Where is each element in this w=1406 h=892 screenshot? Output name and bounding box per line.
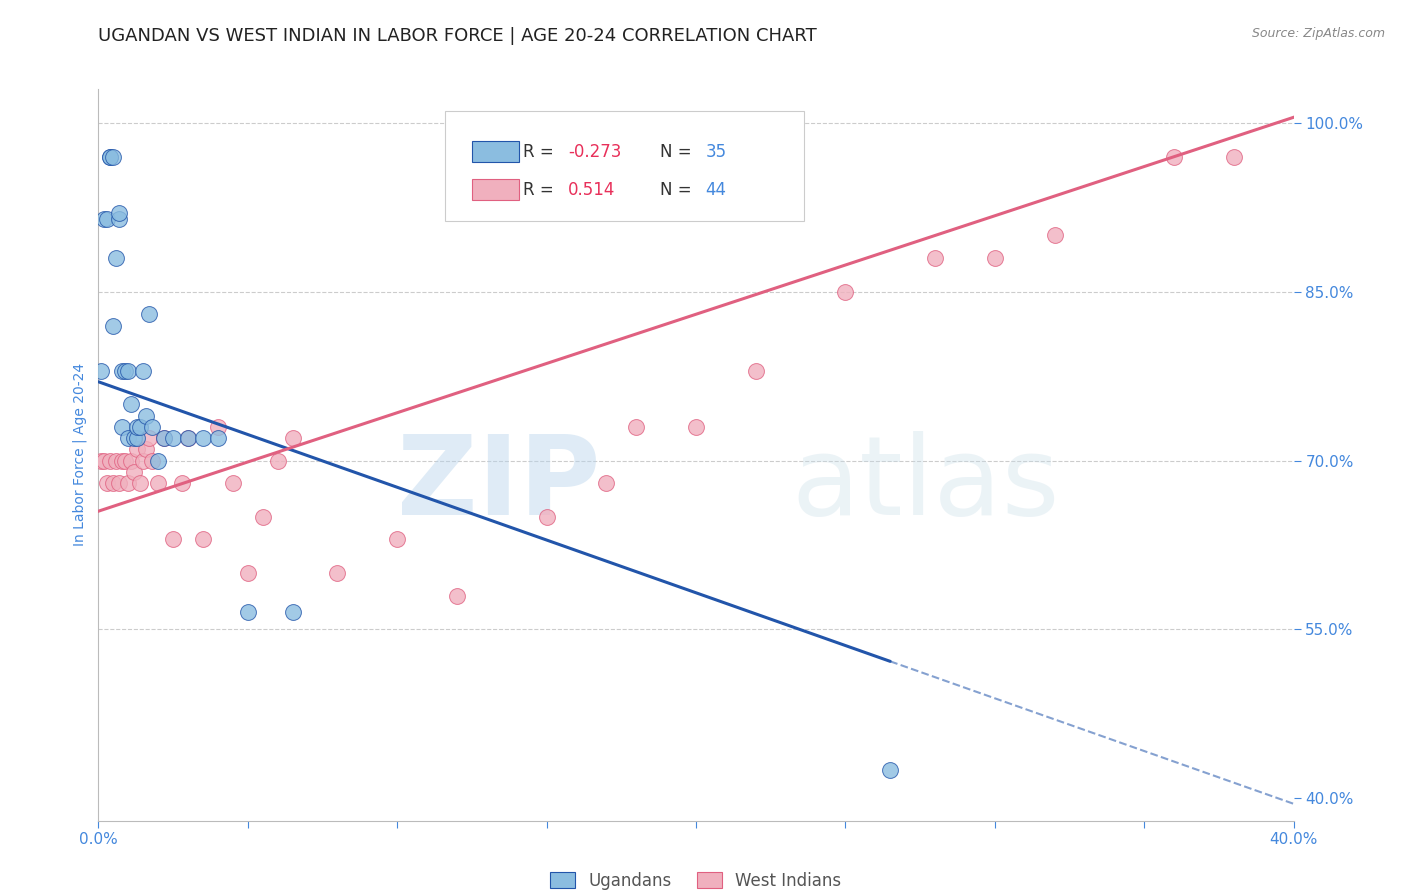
Point	[141, 453, 163, 467]
Point	[105, 453, 128, 467]
Point	[103, 150, 125, 164]
Point	[148, 476, 170, 491]
Point	[252, 509, 274, 524]
Point	[550, 150, 572, 164]
Point	[236, 566, 259, 580]
Point	[96, 211, 118, 226]
Point	[141, 419, 163, 434]
Text: 35: 35	[706, 143, 727, 161]
Legend: Ugandans, West Indians: Ugandans, West Indians	[544, 865, 848, 892]
Point	[120, 397, 142, 411]
Point	[111, 363, 134, 377]
Point	[207, 419, 229, 434]
Point	[90, 363, 112, 377]
Point	[879, 763, 901, 777]
Point	[129, 476, 152, 491]
Point	[114, 363, 136, 377]
Point	[446, 589, 468, 603]
Point	[108, 211, 131, 226]
Point	[117, 476, 139, 491]
Text: Source: ZipAtlas.com: Source: ZipAtlas.com	[1251, 27, 1385, 40]
Text: N =: N =	[661, 181, 697, 199]
Text: atlas: atlas	[792, 431, 1060, 538]
Point	[281, 431, 304, 445]
Point	[124, 465, 146, 479]
Point	[120, 453, 142, 467]
Y-axis label: In Labor Force | Age 20-24: In Labor Force | Age 20-24	[73, 363, 87, 547]
FancyBboxPatch shape	[472, 179, 519, 201]
Point	[326, 566, 349, 580]
Point	[177, 431, 200, 445]
Point	[281, 606, 304, 620]
Point	[103, 318, 125, 333]
FancyBboxPatch shape	[472, 141, 519, 162]
Point	[191, 431, 214, 445]
Point	[132, 453, 155, 467]
Point	[834, 285, 856, 299]
Point	[93, 453, 115, 467]
Point	[98, 150, 122, 164]
Point	[162, 533, 184, 547]
Point	[111, 419, 134, 434]
Point	[153, 431, 176, 445]
Point	[207, 431, 229, 445]
Point	[148, 453, 170, 467]
Point	[98, 453, 122, 467]
Point	[111, 453, 134, 467]
Point	[114, 453, 136, 467]
Point	[222, 476, 245, 491]
Point	[924, 251, 946, 265]
Point	[93, 211, 115, 226]
Point	[127, 431, 149, 445]
Point	[96, 476, 118, 491]
Point	[127, 442, 149, 457]
Point	[108, 476, 131, 491]
Point	[135, 409, 157, 423]
Point	[1163, 150, 1185, 164]
Point	[135, 442, 157, 457]
Text: 0.514: 0.514	[568, 181, 616, 199]
Point	[267, 453, 290, 467]
Point	[565, 150, 588, 164]
Point	[983, 251, 1005, 265]
Point	[236, 606, 259, 620]
Point	[1043, 228, 1066, 243]
Point	[124, 431, 146, 445]
Point	[132, 363, 155, 377]
Point	[177, 431, 200, 445]
Point	[595, 476, 617, 491]
Point	[685, 419, 707, 434]
Point	[536, 509, 558, 524]
Point	[90, 453, 112, 467]
Point	[117, 431, 139, 445]
Point	[127, 419, 149, 434]
Point	[138, 307, 160, 321]
Point	[191, 533, 214, 547]
Text: UGANDAN VS WEST INDIAN IN LABOR FORCE | AGE 20-24 CORRELATION CHART: UGANDAN VS WEST INDIAN IN LABOR FORCE | …	[98, 27, 817, 45]
Point	[162, 431, 184, 445]
Point	[117, 363, 139, 377]
Point	[745, 363, 768, 377]
Point	[98, 150, 122, 164]
Point	[624, 419, 647, 434]
FancyBboxPatch shape	[444, 112, 804, 221]
Text: R =: R =	[523, 143, 558, 161]
Point	[385, 533, 409, 547]
Text: R =: R =	[523, 181, 558, 199]
Point	[129, 419, 152, 434]
Point	[105, 251, 128, 265]
Text: ZIP: ZIP	[396, 431, 600, 538]
Point	[108, 206, 131, 220]
Point	[103, 476, 125, 491]
Text: N =: N =	[661, 143, 697, 161]
Point	[1223, 150, 1246, 164]
Point	[172, 476, 194, 491]
Point	[153, 431, 176, 445]
Text: -0.273: -0.273	[568, 143, 621, 161]
Text: 44: 44	[706, 181, 727, 199]
Point	[138, 431, 160, 445]
